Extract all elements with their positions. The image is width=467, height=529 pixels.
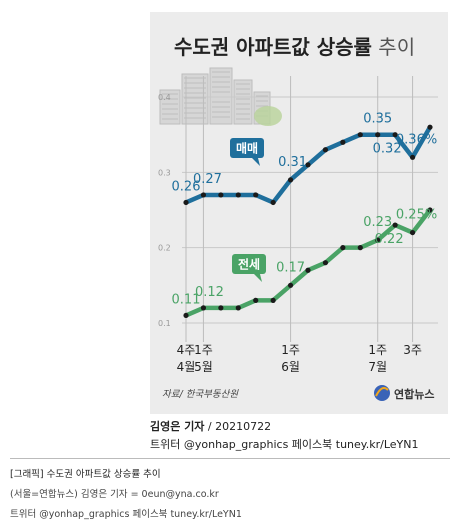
yonhap-logo-text: 연합뉴스 [394,387,434,401]
caption-byline: (서울=연합뉴스) 김영은 기자 = 0eun@yna.co.kr [10,489,219,500]
apartment-building-3 [233,79,253,125]
source-note: 자료/ 한국부동산원 [162,389,239,400]
data-label: 0.27 [193,172,222,187]
data-label: 0.26 [172,179,201,194]
data-label: 0.31 [278,155,307,170]
data-point [218,305,224,311]
caption-social: 트위터 @yonhap_graphics 페이스북 tuney.kr/LeYN1 [10,509,242,520]
data-label: 0.25% [396,208,437,223]
caption-title: [그래픽] 수도권 아파트값 상승률 추이 [10,469,161,480]
data-label: 0.11 [172,292,201,307]
data-point [340,139,346,145]
tree-shape [254,106,282,126]
data-point [409,154,416,160]
data-label: 0.12 [195,285,224,300]
x-tick-label-bottom-2: 6월 [281,360,300,374]
y-tick-label-1: 0.2 [158,244,171,253]
data-point [357,132,363,138]
data-point [392,222,398,228]
yonhap-logo-swoosh [375,387,389,397]
data-point [253,297,259,303]
data-label: 0.22 [375,232,404,247]
yonhap-logo-icon [374,385,390,401]
x-tick-label-top-4: 3주 [403,343,422,357]
data-point [287,177,294,183]
divider [10,458,450,459]
social-credit: 트위터 @yonhap_graphics 페이스북 tuney.kr/LeYN1 [150,438,419,451]
data-point [218,192,224,198]
x-tick-label-bottom-1: 5월 [194,360,213,374]
data-point [253,192,259,198]
legend-label-1: 전세 [238,257,260,272]
data-point [200,192,207,198]
data-point [409,229,416,236]
legend-label-0: 매매 [236,141,258,156]
reporter-credit: 김영은 기자 / 20210722 [150,418,271,434]
line-chart: 수도권 아파트값 상승률 추이 0.1 0.2 0.3 0.4 4주 4월 1주 5월 1주 6월 1… [158,35,438,401]
data-point [183,312,189,319]
data-point [322,260,329,266]
x-tick-label-top-1: 1주 [194,343,213,357]
y-tick-label-3: 0.4 [158,93,171,102]
data-point [305,162,311,168]
data-point [183,199,189,206]
data-label: 0.35 [363,112,392,127]
legend-pointer-1 [254,274,262,282]
y-tick-label-0: 0.1 [158,319,171,328]
x-tick-label-bottom-0: 4월 [177,360,196,374]
legend-box-0 [230,138,264,158]
legend-pointer-0 [252,158,260,166]
data-point [235,192,241,198]
data-point [375,132,381,138]
chart-card: 수도권 아파트값 상승률 추이 0.1 0.2 0.3 0.4 4주 4월 1주 5월 1주 6월 1… [150,12,448,414]
reporter-name: 김영은 기자 [150,420,205,433]
data-label: 0.23 [363,215,392,230]
data-label: 0.36% [396,132,437,147]
data-point [287,282,294,288]
chart-title: 수도권 아파트값 상승률 추이 [174,35,415,59]
data-point [200,305,207,311]
data-point [375,237,381,243]
data-point [270,297,276,303]
data-point [270,199,276,206]
chart-title-suffix: 추이 [372,35,415,59]
x-tick-label-top-0: 4주 [177,343,196,357]
data-point [305,267,311,273]
x-tick-label-top-3: 1주 [368,343,387,357]
data-point [357,245,363,251]
data-point [427,207,433,213]
apartment-building-2 [209,67,233,125]
data-label: 0.17 [276,260,305,275]
x-tick-label-top-2: 1주 [281,343,300,357]
data-point [427,124,433,130]
legend-box-1 [232,254,266,274]
y-tick-label-2: 0.3 [158,168,171,177]
reporter-date: / 20210722 [204,420,272,433]
data-label: 0.32 [373,142,402,157]
data-point [322,147,329,153]
data-point [235,305,241,311]
data-point [392,132,398,138]
data-point [340,245,346,251]
x-tick-label-bottom-3: 7월 [368,360,387,374]
